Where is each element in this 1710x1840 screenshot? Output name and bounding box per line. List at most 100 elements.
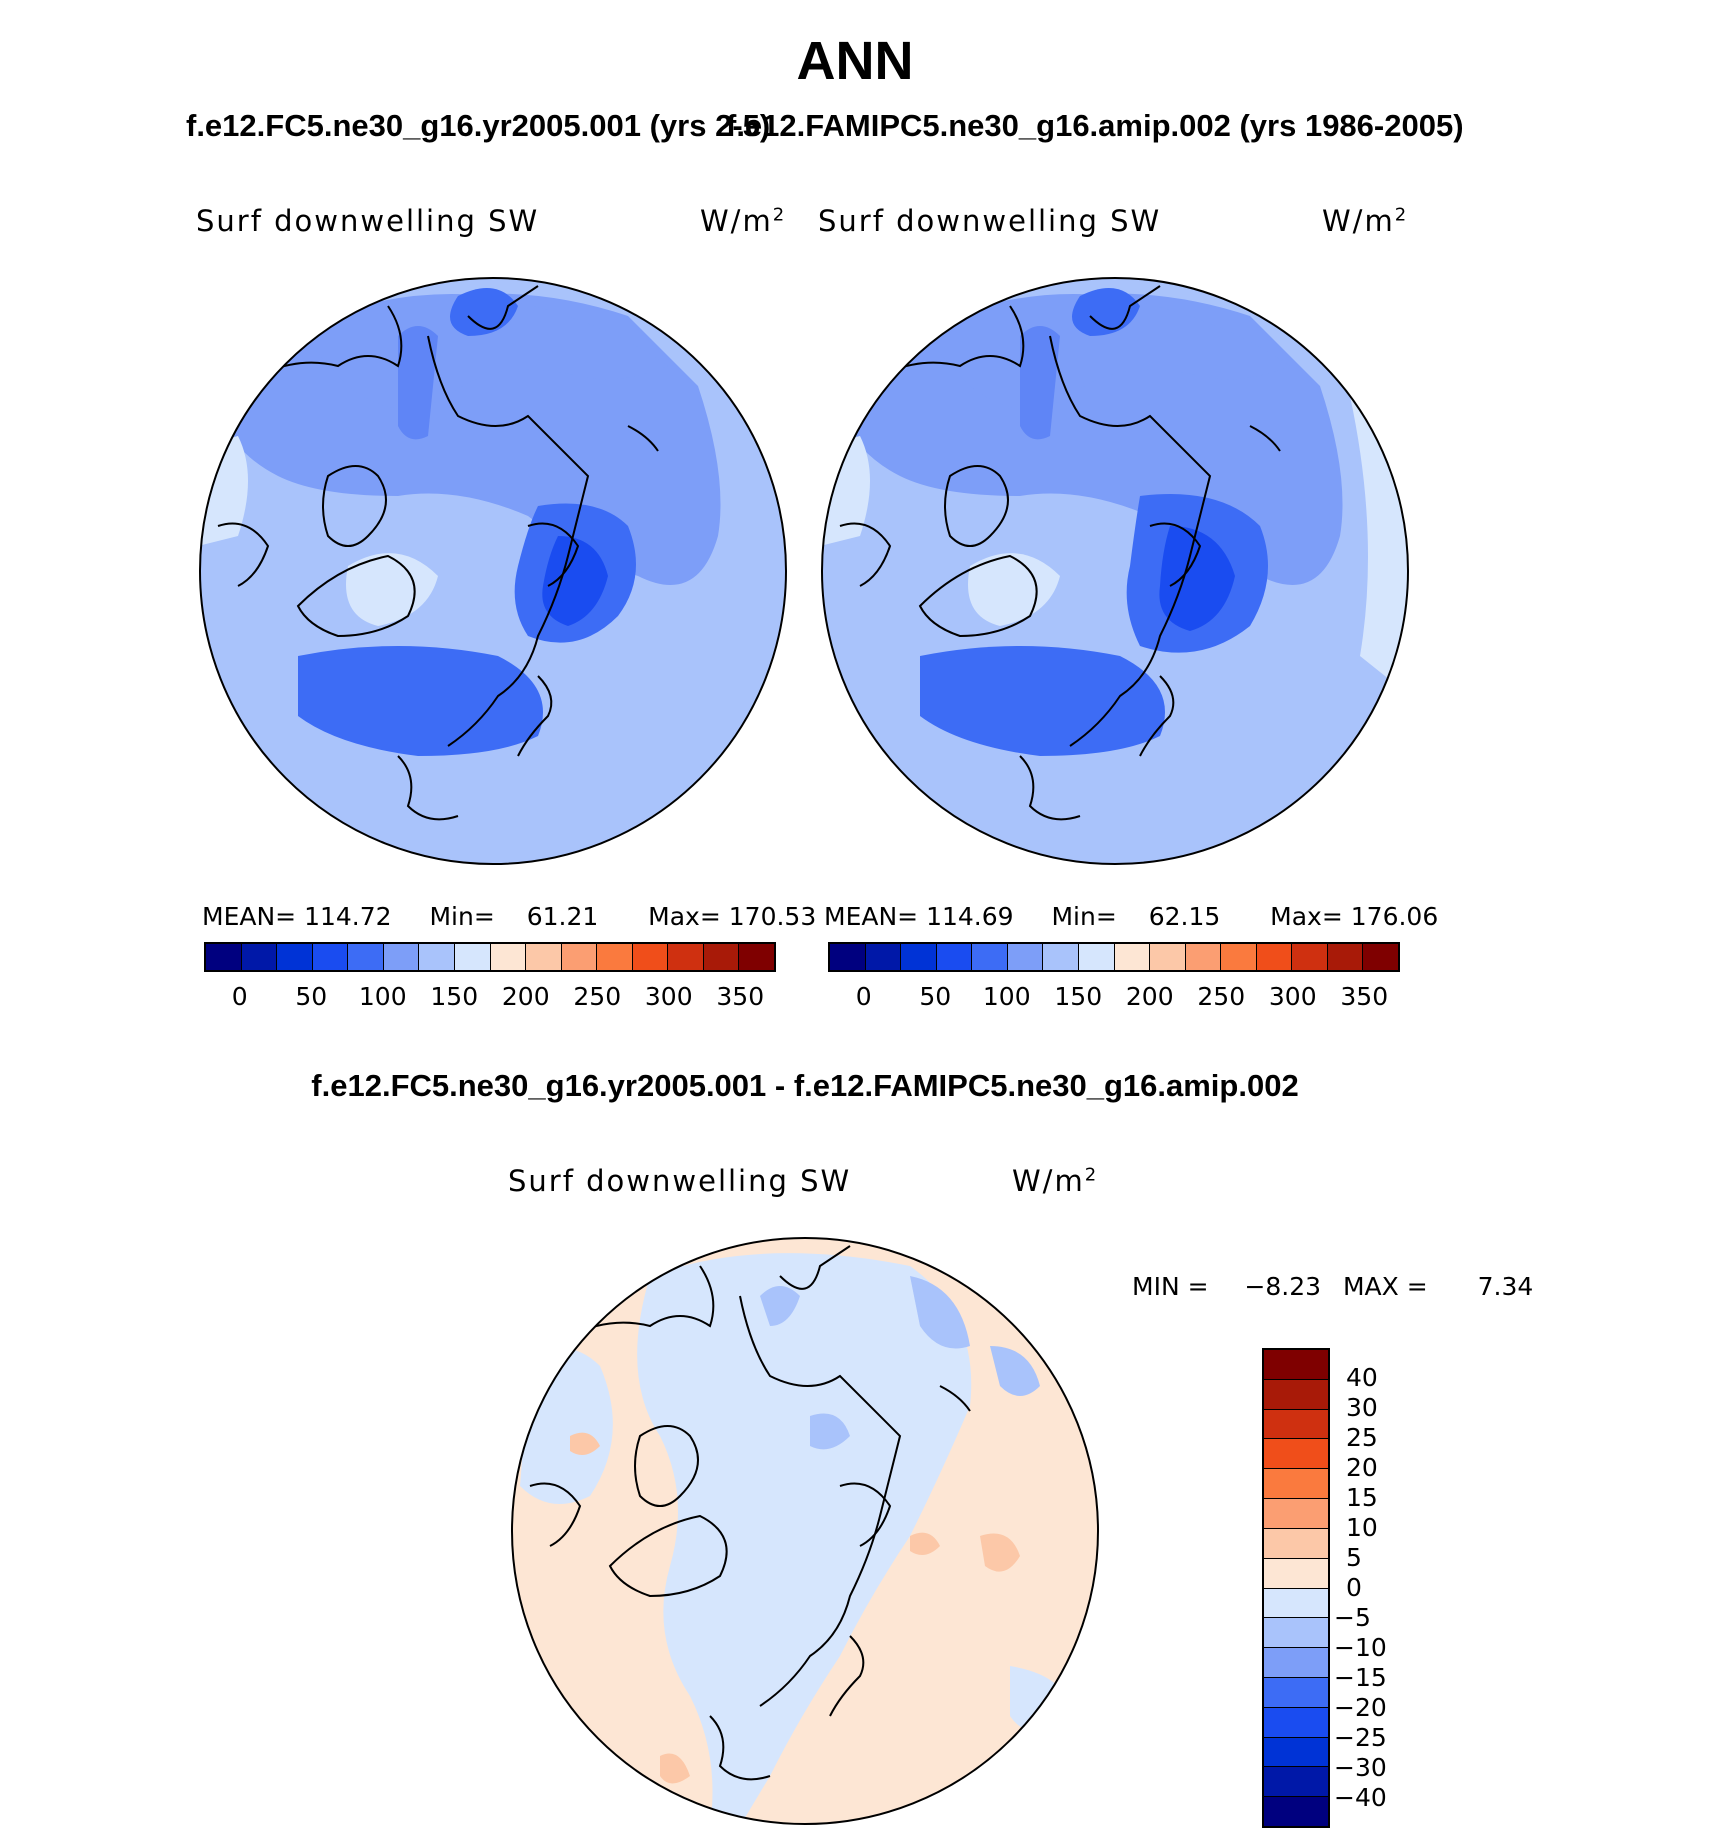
colorbar-segment xyxy=(1264,1469,1328,1500)
colorbar-tick-label: 5 xyxy=(1346,1543,1362,1572)
panel2-max-label: Max= xyxy=(1270,902,1343,931)
panel2-stats: MEAN= 114.69 Min= 62.15 Max= 176.06 xyxy=(824,902,1438,931)
colorbar-tick-label: −30 xyxy=(1334,1753,1387,1782)
panel2-min-value: 62.15 xyxy=(1148,902,1221,931)
colorbar-segment xyxy=(1264,1439,1328,1470)
colorbar-tick-label: 20 xyxy=(1346,1453,1378,1482)
colorbar-segment xyxy=(597,944,633,970)
panel2-variable-label: Surf downwelling SW xyxy=(818,204,1162,238)
panel2-min-label: Min= xyxy=(1051,902,1117,931)
colorbar-segment xyxy=(1264,1558,1328,1589)
panel1-colorbar xyxy=(204,942,776,972)
colorbar-tick-label: 150 xyxy=(430,982,479,1011)
colorbar-segment xyxy=(1264,1409,1328,1440)
colorbar-segment xyxy=(1185,944,1222,970)
panel1-min-label: Min= xyxy=(429,902,495,931)
colorbar-tick-label: 50 xyxy=(295,982,328,1011)
panel2-units-label: W/m2 xyxy=(1322,204,1409,238)
colorbar-segment xyxy=(383,944,420,970)
colorbar-tick-label: 30 xyxy=(1346,1393,1378,1422)
colorbar-tick-label: −20 xyxy=(1334,1693,1387,1722)
colorbar-tick-label: −25 xyxy=(1334,1723,1387,1752)
colorbar-tick-label: 25 xyxy=(1346,1423,1378,1452)
colorbar-segment xyxy=(1292,944,1328,970)
panel2-mean-value: 114.69 xyxy=(926,902,1014,931)
colorbar-tick-label: 10 xyxy=(1346,1513,1378,1542)
panel1-min-value: 61.21 xyxy=(526,902,599,931)
colorbar-segment xyxy=(348,944,384,970)
colorbar-segment xyxy=(526,944,562,970)
diff-variable-label: Surf downwelling SW xyxy=(508,1164,852,1198)
panel1-max-label: Max= xyxy=(648,902,721,931)
colorbar-segment xyxy=(632,944,669,970)
colorbar-segment xyxy=(241,944,278,970)
colorbar-segment xyxy=(490,944,527,970)
colorbar-segment xyxy=(1221,944,1257,970)
colorbar-segment xyxy=(1264,1618,1328,1649)
colorbar-tick-label: 200 xyxy=(1125,982,1174,1011)
colorbar-segment xyxy=(1264,1767,1328,1798)
colorbar-tick-label: 100 xyxy=(358,982,407,1011)
colorbar-tick-label: 0 xyxy=(855,982,872,1011)
diff-title: f.e12.FC5.ne30_g16.yr2005.001 - f.e12.FA… xyxy=(311,1068,1299,1103)
colorbar-segment xyxy=(1327,944,1364,970)
colorbar-segment xyxy=(1078,944,1115,970)
colorbar-segment xyxy=(1264,1499,1328,1529)
colorbar-tick-label: 250 xyxy=(573,982,622,1011)
panel1-polar-map xyxy=(199,277,787,865)
diff-max-value: 7.34 xyxy=(1477,1272,1534,1301)
colorbar-segment xyxy=(1264,1737,1328,1768)
colorbar-segment xyxy=(1264,1528,1328,1559)
panel1-mean-label: MEAN= xyxy=(202,902,297,931)
colorbar-tick-label: 150 xyxy=(1054,982,1103,1011)
case-title-right: f.e12.FAMIPC5.ne30_g16.amip.002 (yrs 198… xyxy=(726,108,1464,143)
panel2-mean-label: MEAN= xyxy=(824,902,919,931)
colorbar-segment xyxy=(936,944,973,970)
colorbar-segment xyxy=(1264,1797,1328,1826)
colorbar-segment xyxy=(901,944,937,970)
panel1-stats: MEAN= 114.72 Min= 61.21 Max= 170.53 xyxy=(202,902,816,931)
colorbar-segment xyxy=(1363,944,1398,970)
panel2-polar-map xyxy=(821,277,1409,865)
colorbar-segment xyxy=(419,944,455,970)
colorbar-tick-label: −10 xyxy=(1334,1633,1387,1662)
panel1-units-label: W/m2 xyxy=(700,204,787,238)
panel1-variable-label: Surf downwelling SW xyxy=(196,204,540,238)
colorbar-segment xyxy=(830,944,866,970)
panel1-mean-value: 114.72 xyxy=(304,902,392,931)
colorbar-segment xyxy=(206,944,242,970)
colorbar-tick-label: 40 xyxy=(1346,1363,1378,1392)
colorbar-segment xyxy=(1264,1648,1328,1678)
panel2-max-value: 176.06 xyxy=(1350,902,1439,931)
colorbar-tick-label: 0 xyxy=(1346,1573,1362,1602)
colorbar-segment xyxy=(1007,944,1044,970)
colorbar-segment xyxy=(1264,1588,1328,1619)
colorbar-tick-label: 50 xyxy=(919,982,952,1011)
colorbar-segment xyxy=(703,944,740,970)
colorbar-tick-label: 300 xyxy=(1268,982,1317,1011)
diff-stats: MIN = −8.23 MAX = 7.34 xyxy=(1132,1272,1533,1301)
colorbar-tick-label: 300 xyxy=(644,982,693,1011)
colorbar-segment xyxy=(1264,1350,1328,1380)
colorbar-tick-label: −15 xyxy=(1334,1663,1387,1692)
diff-polar-map xyxy=(511,1237,1099,1825)
colorbar-segment xyxy=(668,944,704,970)
colorbar-segment xyxy=(972,944,1008,970)
colorbar-segment xyxy=(1114,944,1151,970)
colorbar-segment xyxy=(1043,944,1079,970)
colorbar-tick-label: 15 xyxy=(1346,1483,1378,1512)
diff-units-label: W/m2 xyxy=(1012,1164,1099,1198)
diff-max-label: MAX = xyxy=(1342,1272,1428,1301)
diff-min-label: MIN = xyxy=(1132,1272,1209,1301)
case-title-left: f.e12.FC5.ne30_g16.yr2005.001 (yrs 2-5) xyxy=(186,108,771,143)
colorbar-segment xyxy=(1150,944,1186,970)
colorbar-segment xyxy=(865,944,902,970)
panel1-max-value: 170.53 xyxy=(728,902,817,931)
diff-colorbar xyxy=(1262,1348,1330,1828)
diff-min-value: −8.23 xyxy=(1244,1272,1322,1301)
colorbar-segment xyxy=(1264,1707,1328,1738)
colorbar-segment xyxy=(561,944,598,970)
colorbar-tick-label: 0 xyxy=(231,982,248,1011)
colorbar-segment xyxy=(312,944,349,970)
colorbar-tick-label: 250 xyxy=(1197,982,1246,1011)
